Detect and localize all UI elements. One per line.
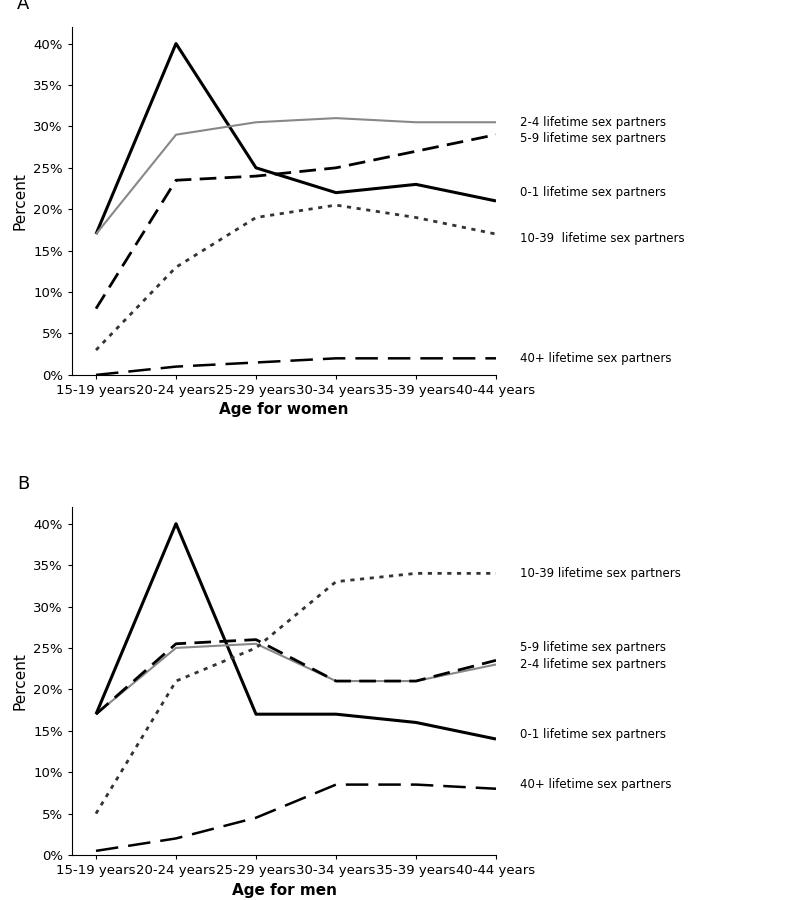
Text: 10-39  lifetime sex partners: 10-39 lifetime sex partners bbox=[520, 231, 685, 245]
Text: 40+ lifetime sex partners: 40+ lifetime sex partners bbox=[520, 778, 671, 791]
Text: 5-9 lifetime sex partners: 5-9 lifetime sex partners bbox=[520, 132, 666, 145]
Text: 2-4 lifetime sex partners: 2-4 lifetime sex partners bbox=[520, 116, 666, 129]
Text: A: A bbox=[17, 0, 30, 14]
Y-axis label: Percent: Percent bbox=[13, 652, 28, 710]
Text: B: B bbox=[17, 475, 29, 493]
Text: 40+ lifetime sex partners: 40+ lifetime sex partners bbox=[520, 352, 671, 365]
Text: 5-9 lifetime sex partners: 5-9 lifetime sex partners bbox=[520, 642, 666, 654]
Text: 10-39 lifetime sex partners: 10-39 lifetime sex partners bbox=[520, 567, 681, 580]
Text: 0-1 lifetime sex partners: 0-1 lifetime sex partners bbox=[520, 186, 666, 199]
Y-axis label: Percent: Percent bbox=[13, 172, 28, 230]
X-axis label: Age for women: Age for women bbox=[219, 402, 349, 418]
Text: 0-1 lifetime sex partners: 0-1 lifetime sex partners bbox=[520, 728, 666, 742]
X-axis label: Age for men: Age for men bbox=[231, 883, 337, 897]
Text: 2-4 lifetime sex partners: 2-4 lifetime sex partners bbox=[520, 658, 666, 671]
